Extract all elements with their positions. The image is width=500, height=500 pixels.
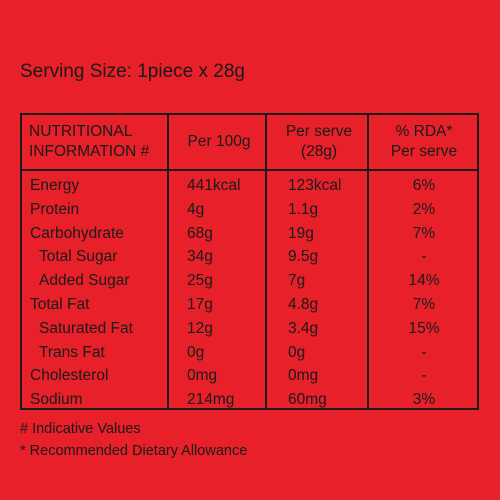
- value-per-100g: 441kcal: [187, 177, 241, 194]
- value-per-serve: 19g: [288, 224, 314, 242]
- value-per-serve: 7g: [288, 272, 306, 290]
- table-row: Sodium 214mg 60mg 3%: [22, 388, 477, 412]
- header-rda: % RDA* Per serve: [390, 123, 458, 160]
- table-row: Saturated Fat 12g 3.4g 15%: [22, 317, 477, 341]
- table-row: Total Fat 17g 4.8g 7%: [22, 293, 477, 317]
- value-rda: 15%: [408, 319, 440, 337]
- header-per-100g: Per 100g: [187, 133, 251, 150]
- footnote-indicative: # Indicative Values: [20, 421, 141, 437]
- table-row: Protein 4g 1.1g 2%: [22, 198, 477, 222]
- value-per-serve: 0g: [288, 343, 306, 361]
- value-rda: -: [421, 248, 427, 266]
- value-per-serve: 4.8g: [288, 295, 319, 313]
- nutrient-name: Carbohydrate: [30, 224, 124, 242]
- table-row: Energy 441kcal 123kcal 6%: [22, 174, 477, 198]
- serving-size: Serving Size: 1piece x 28g: [20, 61, 245, 82]
- table-row: Total Sugar 34g 9.5g -: [22, 245, 477, 269]
- column-divider: [265, 115, 267, 408]
- nutrient-name: Cholesterol: [30, 367, 109, 385]
- value-per-100g: 25g: [187, 272, 213, 290]
- table-row: Carbohydrate 68g 19g 7%: [22, 222, 477, 246]
- header-nutritional-information: NUTRITIONAL INFORMATION #: [29, 123, 150, 160]
- footnotes: # Indicative Values * Recommended Dietar…: [20, 419, 247, 463]
- value-per-100g: 0mg: [187, 367, 218, 385]
- value-rda: 3%: [412, 391, 436, 409]
- value-rda: -: [421, 343, 427, 361]
- nutrient-name: Energy: [30, 177, 80, 194]
- value-rda: 7%: [412, 295, 436, 313]
- value-rda: 6%: [412, 177, 436, 194]
- header-per-serve: Per serve (28g): [285, 123, 353, 160]
- table-row: Trans Fat 0g 0g -: [22, 341, 477, 365]
- value-per-100g: 68g: [187, 224, 213, 242]
- value-per-serve: 60mg: [288, 391, 327, 409]
- value-rda: 14%: [408, 272, 440, 290]
- header-divider: [22, 169, 477, 171]
- value-rda: -: [421, 367, 427, 385]
- value-rda: 7%: [412, 224, 436, 242]
- value-per-serve: 9.5g: [288, 248, 319, 266]
- nutrient-name: Trans Fat: [39, 343, 105, 361]
- table-row: Added Sugar 25g 7g 14%: [22, 269, 477, 293]
- value-per-serve: 1.1g: [288, 200, 319, 218]
- nutrition-rows: Energy 441kcal 123kcal 6% Protein 4g 1.1g 2% Car…: [22, 174, 477, 412]
- column-divider: [167, 115, 169, 408]
- value-per-100g: 17g: [187, 295, 213, 313]
- value-rda: 2%: [412, 200, 436, 218]
- nutrient-name: Total Fat: [30, 295, 90, 313]
- nutrient-name: Added Sugar: [39, 272, 130, 290]
- footnote-rda: * Recommended Dietary Allowance: [20, 443, 248, 459]
- nutrition-table: NUTRITIONAL INFORMATION # Per 100g Per s…: [20, 113, 479, 410]
- column-divider: [367, 115, 369, 408]
- nutrient-name: Sodium: [30, 391, 83, 409]
- nutrient-name: Saturated Fat: [39, 319, 133, 337]
- value-per-100g: 0g: [187, 343, 205, 361]
- table-row: Cholesterol 0mg 0mg -: [22, 364, 477, 388]
- nutrient-name: Protein: [30, 200, 80, 218]
- value-per-100g: 12g: [187, 319, 213, 337]
- value-per-100g: 214mg: [187, 391, 235, 409]
- value-per-serve: 3.4g: [288, 319, 319, 337]
- value-per-serve: 123kcal: [288, 177, 342, 194]
- nutrient-name: Total Sugar: [39, 248, 118, 266]
- value-per-100g: 34g: [187, 248, 213, 266]
- value-per-100g: 4g: [187, 200, 205, 218]
- value-per-serve: 0mg: [288, 367, 319, 385]
